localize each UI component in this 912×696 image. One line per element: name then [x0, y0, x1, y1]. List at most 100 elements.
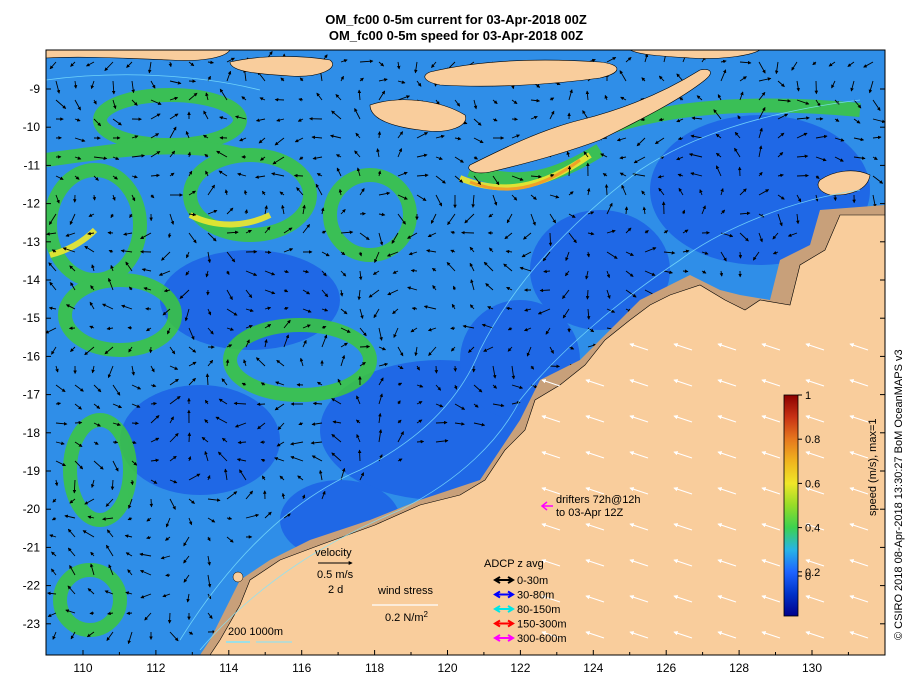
- wind-arrow: [761, 631, 781, 639]
- current-arrow: [302, 324, 311, 329]
- current-arrow: [378, 362, 389, 367]
- current-arrow: [236, 458, 247, 462]
- map-title-speed: OM_fc00 0-5m speed for 03-Apr-2018 00Z: [328, 28, 584, 43]
- current-arrow: [397, 194, 408, 200]
- current-arrow: [715, 165, 722, 177]
- current-arrow: [691, 116, 703, 120]
- current-arrow: [131, 421, 139, 426]
- current-arrow: [207, 574, 212, 588]
- colorbar-gradient: [783, 394, 799, 617]
- wind-arrow: [629, 595, 649, 603]
- current-arrow: [150, 383, 157, 388]
- current-arrow: [526, 346, 532, 357]
- current-arrow: [47, 612, 57, 617]
- current-arrow: [548, 232, 553, 247]
- current-arrow: [264, 205, 268, 215]
- wind-arrow: [805, 451, 825, 459]
- current-arrow: [505, 306, 513, 311]
- current-arrow: [407, 286, 418, 291]
- current-arrow: [791, 61, 798, 71]
- wind-stress-scale-exponent: 2: [424, 610, 429, 619]
- wind-arrow: [761, 559, 781, 567]
- current-arrow: [82, 530, 95, 538]
- current-arrow: [74, 384, 84, 392]
- current-arrow: [188, 498, 195, 504]
- wind-arrow: [673, 595, 693, 603]
- current-arrow: [521, 251, 532, 258]
- current-arrow: [264, 250, 272, 255]
- current-arrow: [337, 378, 342, 386]
- current-arrow: [847, 61, 855, 67]
- current-arrow: [260, 382, 266, 386]
- current-arrow: [397, 400, 401, 405]
- wind-arrow: [673, 487, 693, 495]
- current-arrow: [565, 270, 570, 277]
- current-arrow: [207, 536, 211, 542]
- current-arrow: [682, 229, 689, 234]
- current-arrow: [378, 346, 387, 351]
- current-arrow: [55, 175, 64, 180]
- current-arrow: [91, 365, 95, 374]
- y-tick-label: -18: [23, 426, 41, 440]
- current-arrow: [834, 137, 845, 142]
- current-arrow: [701, 270, 707, 274]
- current-arrow: [677, 136, 684, 141]
- current-arrow: [416, 173, 429, 178]
- wind-arrow: [805, 487, 825, 495]
- current-arrow: [411, 306, 418, 311]
- current-arrow: [131, 99, 138, 106]
- current-arrow: [131, 194, 136, 202]
- current-arrow: [565, 251, 570, 262]
- current-arrow: [340, 230, 354, 235]
- current-arrow: [567, 165, 572, 177]
- current-arrow: [264, 226, 271, 234]
- current-arrow: [150, 194, 155, 199]
- velocity-legend-title: velocity: [315, 547, 352, 559]
- current-arrow: [506, 213, 513, 224]
- current-arrow: [128, 498, 133, 509]
- current-arrow: [150, 99, 162, 105]
- current-arrow: [271, 172, 285, 177]
- current-arrow: [185, 130, 190, 139]
- current-arrow: [65, 304, 76, 310]
- wind-arrow: [717, 559, 737, 567]
- current-arrow: [169, 80, 182, 85]
- current-arrow: [582, 110, 589, 120]
- current-arrow: [473, 118, 482, 126]
- current-arrow: [752, 251, 760, 261]
- current-arrow: [257, 422, 266, 430]
- current-arrow: [48, 262, 57, 272]
- current-arrow: [503, 263, 513, 272]
- current-arrow: [320, 207, 325, 215]
- current-arrow: [84, 498, 95, 505]
- wind-arrow: [585, 523, 605, 531]
- current-arrow: [188, 61, 195, 67]
- current-arrow: [207, 498, 221, 502]
- current-arrow: [378, 327, 383, 341]
- current-arrow: [144, 612, 152, 621]
- current-arrow: [55, 80, 61, 94]
- current-arrow: [696, 95, 703, 101]
- current-arrow: [234, 422, 247, 428]
- current-arrow: [568, 346, 575, 350]
- current-arrow: [150, 365, 155, 373]
- current-arrow: [108, 249, 114, 254]
- current-arrow: [255, 175, 266, 179]
- x-tick-label: 118: [365, 661, 384, 675]
- current-arrow: [606, 251, 618, 259]
- current-arrow: [549, 346, 554, 354]
- current-arrow: [150, 173, 160, 178]
- wind-arrow: [585, 595, 605, 603]
- current-arrow: [260, 458, 266, 463]
- current-arrow: [74, 441, 83, 447]
- current-arrow: [274, 457, 285, 462]
- current-arrow: [679, 97, 684, 101]
- current-arrow: [330, 134, 342, 139]
- current-arrow: [169, 96, 179, 101]
- current-arrow: [359, 211, 366, 216]
- current-arrow: [74, 175, 80, 180]
- current-arrow: [682, 249, 690, 254]
- y-tick-label: -21: [23, 540, 41, 554]
- adcp-legend-arrowhead: [493, 576, 501, 584]
